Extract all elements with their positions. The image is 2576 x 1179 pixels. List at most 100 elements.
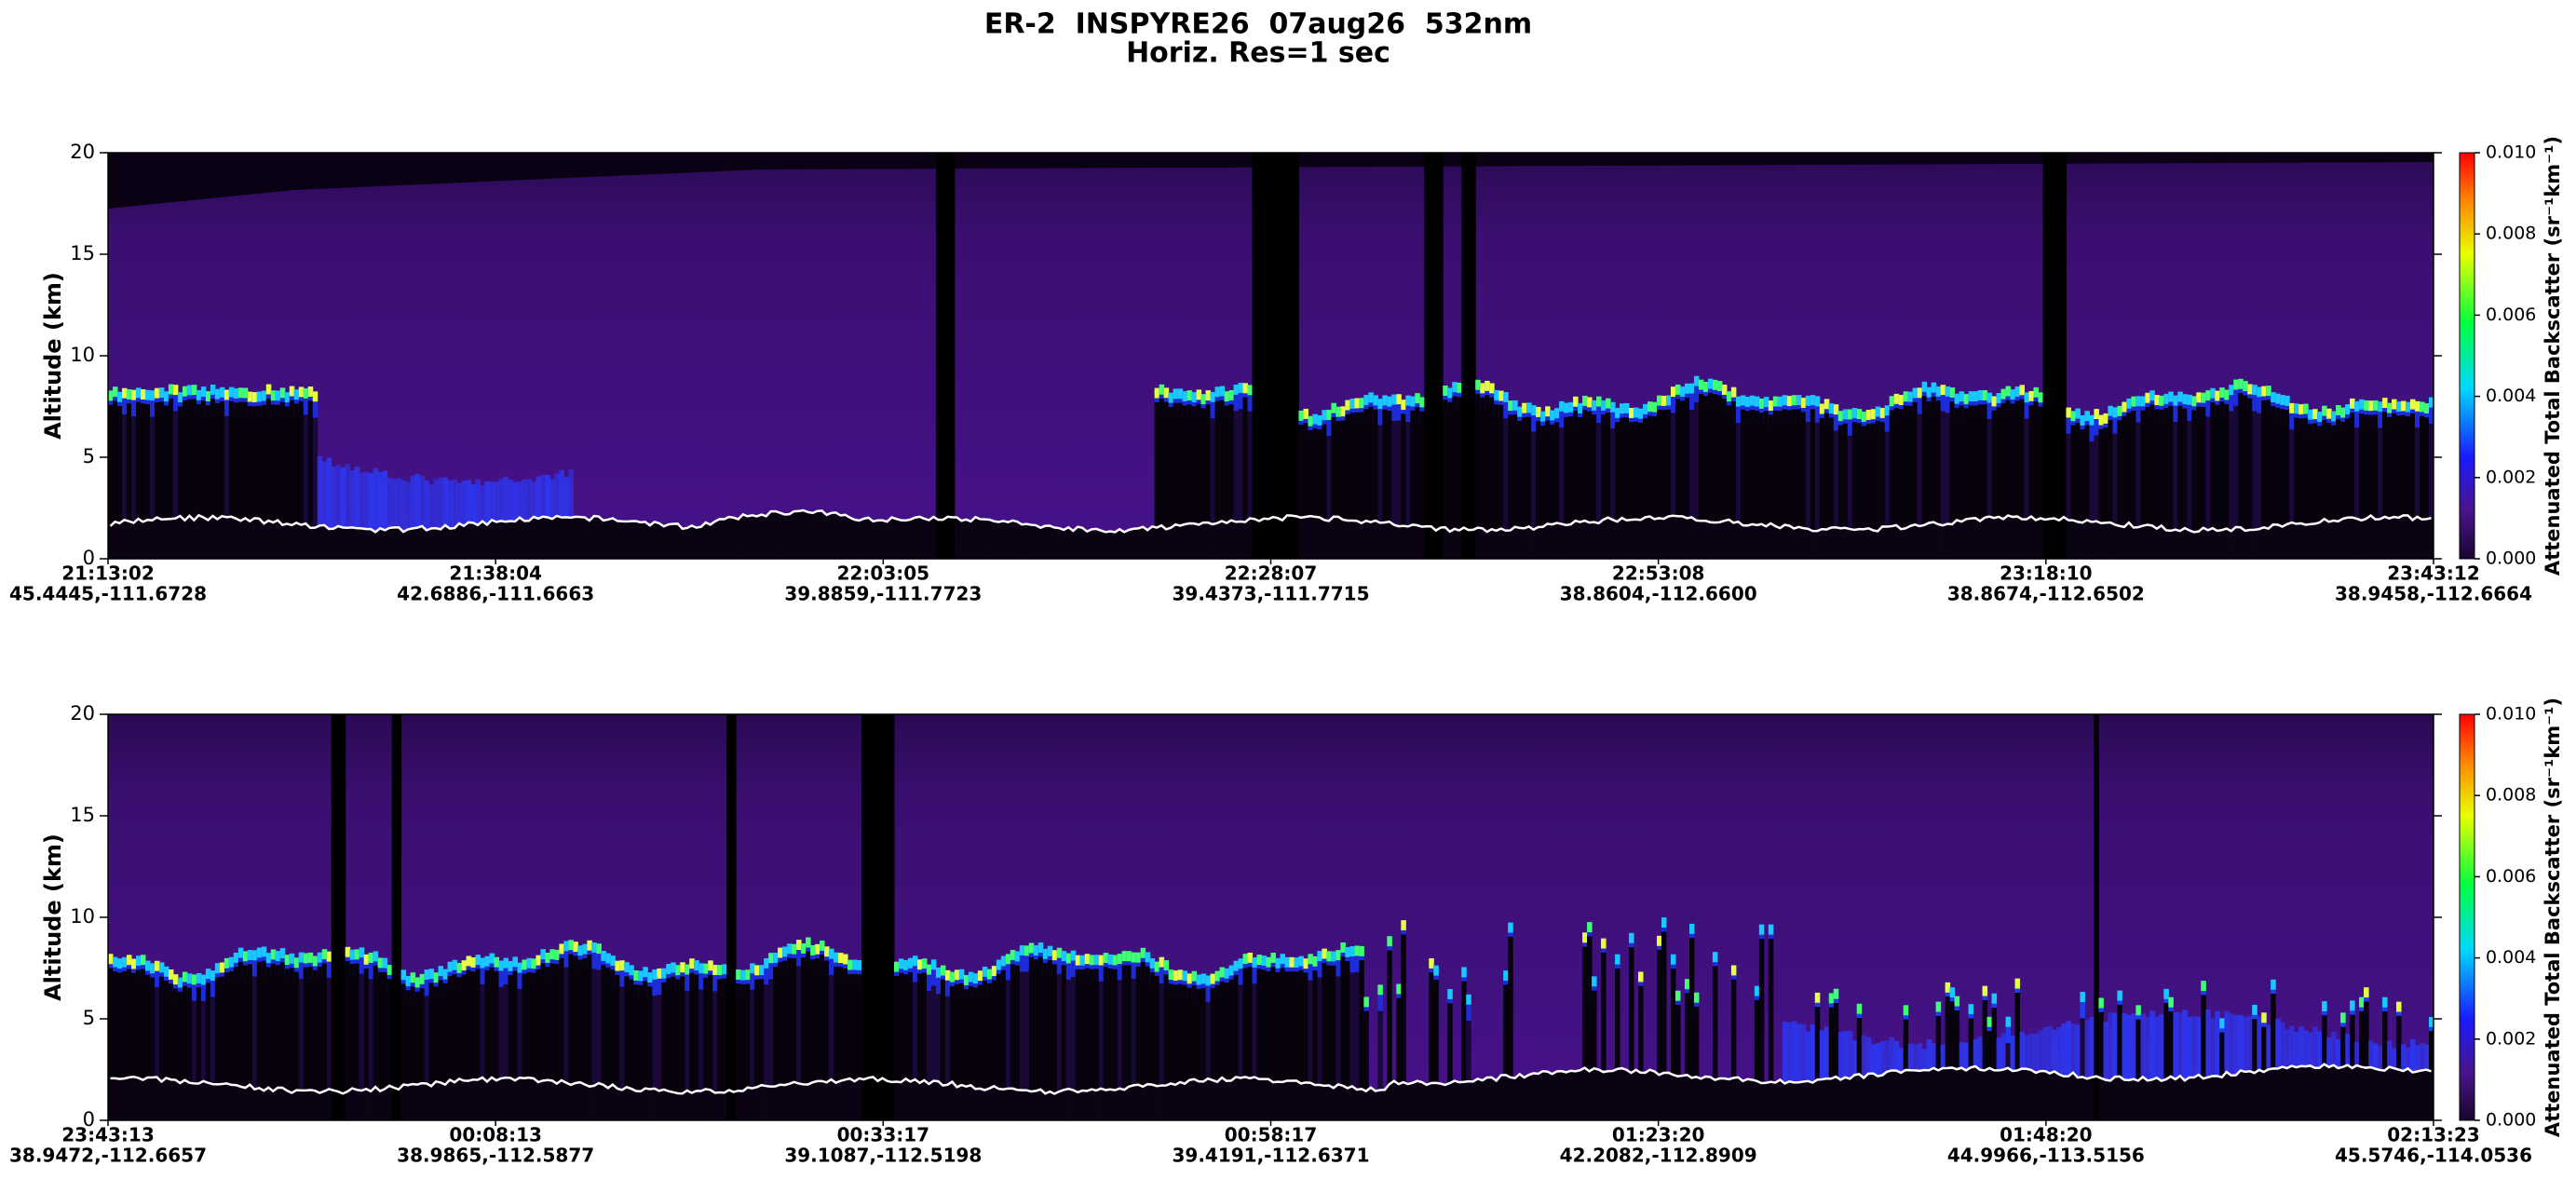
cloud-body: [2098, 414, 2104, 441]
cloud-top: [736, 969, 741, 980]
cloud-body: [196, 389, 202, 417]
cloud-top: [1791, 395, 1797, 406]
cloud-top: [554, 949, 560, 960]
below-surface: [1512, 1077, 1518, 1120]
attenuated: [186, 399, 193, 559]
cloud-top: [1550, 410, 1555, 421]
attenuated: [1335, 421, 1341, 559]
colorbar-tick-label: 0.010: [2486, 142, 2536, 163]
cloud-top: [135, 387, 142, 399]
attenuated: [456, 977, 463, 1120]
cloud-body: [214, 963, 221, 990]
cloud-body: [647, 972, 653, 999]
below-surface: [1940, 525, 1946, 559]
below-surface: [494, 1080, 499, 1120]
below-surface: [503, 522, 508, 559]
x-tick-location: 45.5746,-114.0536: [2335, 1145, 2532, 1167]
below-surface: [2126, 1079, 2132, 1120]
cloud-body: [996, 959, 1002, 986]
cloud-top: [140, 955, 146, 966]
attenuated: [2005, 400, 2012, 559]
cloud-top: [2252, 1004, 2257, 1015]
cloud-top: [1149, 957, 1156, 969]
cloud-body: [1233, 960, 1240, 988]
attenuated: [1401, 934, 1406, 1120]
cloud-top: [1410, 396, 1416, 407]
cloud-top: [1354, 398, 1360, 409]
cloud-top: [498, 960, 504, 971]
below-surface: [563, 1082, 569, 1120]
aerosol-layer: [2303, 1030, 2309, 1067]
cloud-body: [1326, 409, 1332, 437]
attenuated: [1047, 960, 1053, 1120]
cloud-body: [703, 963, 709, 991]
aerosol-layer: [1907, 1043, 1914, 1071]
attenuated: [1503, 984, 1509, 1120]
below-surface: [2243, 530, 2248, 559]
cloud-body: [442, 969, 449, 996]
below-surface: [242, 518, 249, 559]
attenuated: [2108, 420, 2113, 559]
cloud-top: [317, 952, 323, 963]
cloud-body: [1210, 973, 1216, 1000]
below-surface: [1345, 1088, 1350, 1120]
below-surface: [1536, 1073, 1541, 1120]
cloud-body: [1963, 394, 1970, 421]
below-surface: [405, 529, 412, 559]
cloud-body: [2117, 990, 2122, 1017]
below-surface: [916, 1082, 923, 1120]
colorbar-tick-label: 0.004: [2486, 386, 2536, 406]
cloud-body: [787, 943, 793, 970]
cloud-top: [982, 966, 988, 977]
aerosol-layer: [475, 479, 481, 525]
below-surface: [1898, 529, 1905, 559]
below-surface: [1340, 519, 1346, 559]
cloud-top: [1387, 936, 1392, 947]
aerosol-layer: [2061, 1023, 2067, 1077]
aerosol-layer: [456, 482, 463, 524]
aerosol-layer: [536, 476, 541, 519]
cloud-body: [1005, 954, 1011, 981]
cloud-top: [605, 953, 611, 964]
cloud-body: [1205, 975, 1212, 1002]
attenuated: [2191, 410, 2197, 559]
cloud-body: [2243, 381, 2248, 408]
cloud-body: [1191, 970, 1198, 998]
below-surface: [186, 515, 193, 559]
aerosol-layer: [331, 466, 337, 529]
below-surface: [1051, 527, 1058, 559]
cloud-top: [475, 955, 481, 966]
below-surface: [1800, 1081, 1807, 1120]
cloud-body: [1145, 952, 1151, 979]
cloud-body: [1893, 393, 1900, 421]
cloud-top: [657, 968, 662, 979]
below-surface: [1159, 1085, 1165, 1120]
cloud-body: [2080, 992, 2085, 1019]
attenuated: [1954, 1010, 1960, 1120]
cloud-top: [219, 386, 225, 398]
cloud-top: [270, 949, 277, 960]
below-surface: [880, 520, 886, 559]
cloud-top: [373, 951, 379, 962]
cloud-body: [135, 387, 142, 414]
below-surface: [2103, 1079, 2108, 1120]
below-surface: [540, 1080, 546, 1120]
cloud-body: [484, 955, 491, 983]
cloud-top: [1433, 965, 1439, 976]
cloud-top: [1308, 954, 1313, 965]
attenuated: [1545, 420, 1551, 559]
cloud-body: [2140, 396, 2146, 423]
below-surface: [2424, 519, 2430, 559]
below-surface: [307, 527, 314, 559]
attenuated: [2201, 995, 2206, 1120]
attenuated: [219, 976, 225, 1120]
below-surface: [2224, 528, 2230, 559]
cloud-body: [1615, 407, 1620, 435]
below-surface: [210, 515, 216, 559]
attenuated: [321, 963, 328, 1120]
attenuated: [2084, 425, 2090, 559]
below-surface: [2401, 1071, 2407, 1120]
attenuated: [1368, 406, 1374, 559]
attenuated: [1214, 400, 1221, 559]
below-surface: [1326, 1085, 1332, 1120]
